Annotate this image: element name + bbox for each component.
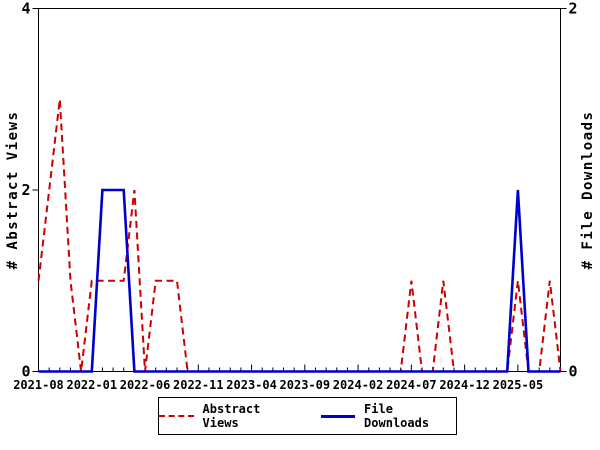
file-downloads-line <box>38 188 561 373</box>
file-downloads-line-sample <box>320 414 356 418</box>
x-axis-tick-label: 2023-09 <box>280 378 331 392</box>
y-axis-left-tick-label: 4 <box>21 0 30 18</box>
right-axis-title: # File Downloads <box>580 110 596 270</box>
legend-label-file-downloads: File Downloads <box>364 402 430 430</box>
x-axis-tick-label: 2024-12 <box>439 378 490 392</box>
abstract-views-line-sample <box>159 415 194 417</box>
legend-label-abstract-views: Abstract Views <box>202 402 261 430</box>
x-axis-tick-label: 2023-04 <box>226 378 277 392</box>
x-axis-tick-label: 2025-05 <box>493 378 544 392</box>
x-axis-tick-label: 2021-08 <box>13 378 64 392</box>
x-axis-tick-label: 2022-11 <box>173 378 224 392</box>
y-axis-left-tick-label: 0 <box>21 363 30 381</box>
x-axis-tick-label: 2024-07 <box>386 378 437 392</box>
left-axis-title: # Abstract Views <box>5 110 21 270</box>
y-axis-left-tick-label: 2 <box>21 181 30 199</box>
x-axis-tick-label: 2024-02 <box>333 378 384 392</box>
y-axis-right-tick-label: 2 <box>569 0 578 18</box>
x-axis-tick-label: 2022-06 <box>120 378 171 392</box>
legend-item-abstract-views: Abstract Views <box>159 402 295 430</box>
abstract-views-line <box>37 99 562 373</box>
legend-item-file-downloads: File Downloads <box>320 402 457 430</box>
y-axis-right-tick-label: 0 <box>569 363 578 381</box>
x-axis-tick-label: 2022-01 <box>66 378 117 392</box>
legend: Abstract Views File Downloads <box>158 397 457 435</box>
